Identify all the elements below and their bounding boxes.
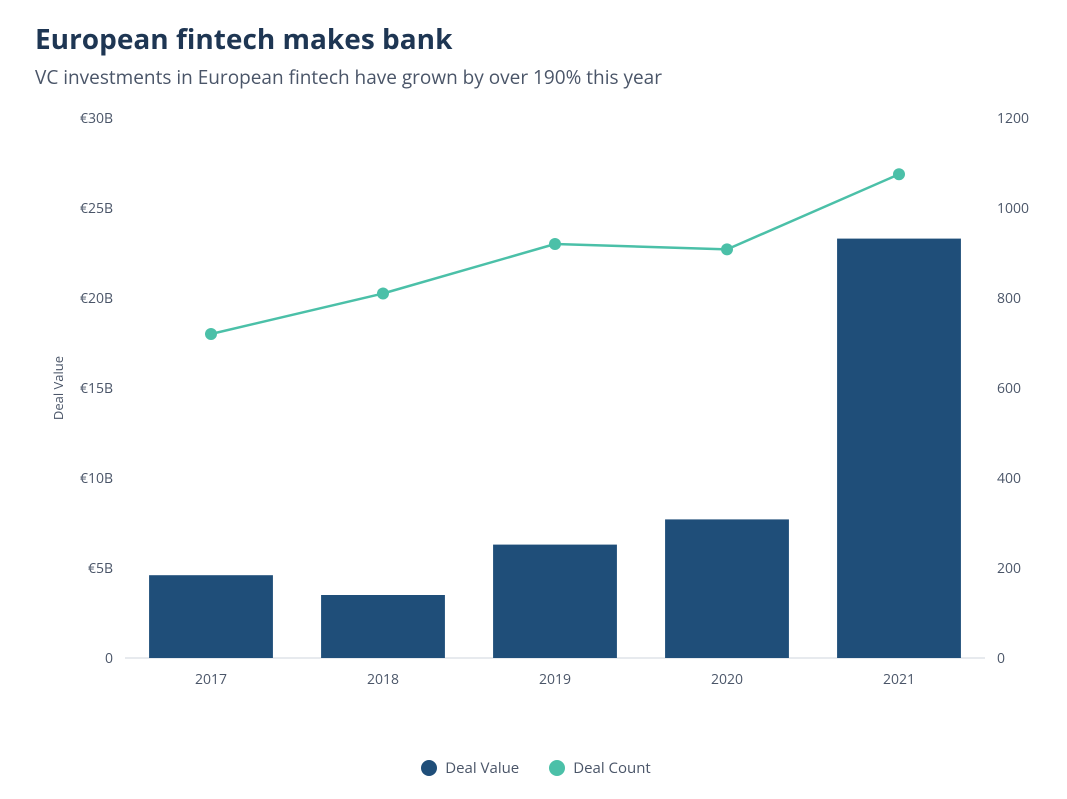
line-marker xyxy=(549,238,561,250)
legend-label: Deal Value xyxy=(445,758,519,778)
legend-label: Deal Count xyxy=(573,758,651,778)
x-tick-label: 2017 xyxy=(195,670,227,688)
x-tick-label: 2020 xyxy=(711,670,743,688)
y-left-axis-label: Deal Value xyxy=(49,356,67,420)
chart-title: European fintech makes bank xyxy=(35,20,1037,58)
bar xyxy=(837,239,961,658)
legend-item: Deal Value xyxy=(421,758,519,778)
chart-svg: 0 €5B €10B €15B €20B €25B €30B Deal Value 0 200 40… xyxy=(35,108,1035,688)
y-right-tick-label: 200 xyxy=(997,559,1021,578)
y-right-tick-label: 400 xyxy=(997,469,1021,488)
y-left-tick-label: €30B xyxy=(80,109,113,128)
bar xyxy=(321,595,445,658)
line-marker xyxy=(377,288,389,300)
line-marker xyxy=(205,328,217,340)
y-right-tick-label: 0 xyxy=(997,649,1005,668)
chart-container: European fintech makes bank VC investmen… xyxy=(0,0,1067,799)
x-tick-label: 2021 xyxy=(883,670,915,688)
y-left-tick-label: €20B xyxy=(80,289,113,308)
y-left-tick-label: €10B xyxy=(80,469,113,488)
legend-item: Deal Count xyxy=(549,758,651,778)
y-right-tick-label: 800 xyxy=(997,289,1021,308)
bar xyxy=(149,575,273,658)
y-right-tick-label: 1000 xyxy=(997,199,1029,218)
y-left-tick-label: €25B xyxy=(80,199,113,218)
chart-legend: Deal Value Deal Count xyxy=(35,758,1037,778)
y-right-tick-label: 1200 xyxy=(997,109,1029,128)
bar xyxy=(665,519,789,658)
y-right-tick-label: 600 xyxy=(997,379,1021,398)
chart-subtitle: VC investments in European fintech have … xyxy=(35,64,1037,90)
x-tick-label: 2018 xyxy=(367,670,399,688)
line-marker xyxy=(893,168,905,180)
legend-swatch xyxy=(549,760,565,776)
y-right-axis-label: Deal Count xyxy=(1033,354,1035,422)
legend-swatch xyxy=(421,760,437,776)
chart-plot-area: 0 €5B €10B €15B €20B €25B €30B Deal Value 0 200 40… xyxy=(35,108,1035,748)
y-left-tick-label: €15B xyxy=(80,379,113,398)
bar xyxy=(493,545,617,658)
line-marker xyxy=(721,243,733,255)
x-tick-label: 2019 xyxy=(539,670,571,688)
y-left-tick-label: 0 xyxy=(105,649,113,668)
line-series xyxy=(211,174,899,334)
y-left-tick-label: €5B xyxy=(88,559,113,578)
